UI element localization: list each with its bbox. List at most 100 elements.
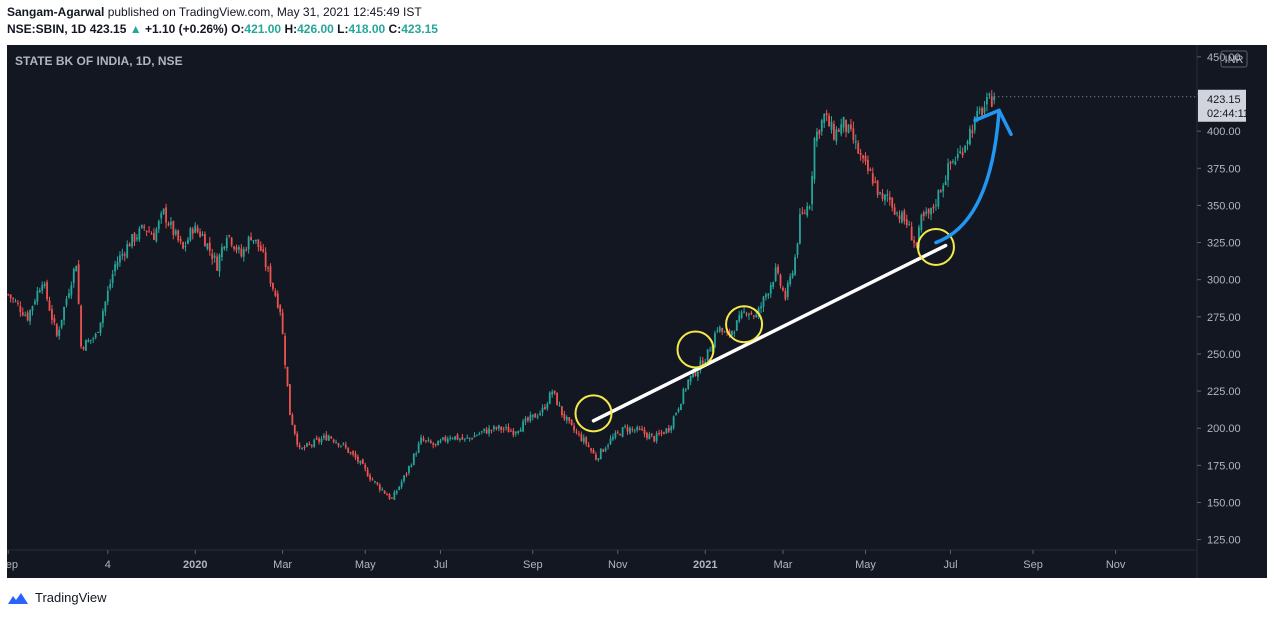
time-axis[interactable]: Sep 4 2020 Mar May Jul Sep Nov 2021 Mar May Jul Sep N…: [0, 550, 1126, 571]
candle-body: [850, 124, 852, 129]
candle-body: [221, 247, 223, 258]
projection-arrow[interactable]: [934, 108, 1001, 245]
candle-body: [427, 439, 430, 441]
x-tick-label: 2021: [693, 559, 717, 571]
chart-title: STATE BK OF INDIA, 1D, NSE: [15, 54, 183, 68]
low-value: 418.00: [348, 22, 386, 36]
candle-body: [405, 473, 408, 475]
high-value: 426.00: [297, 22, 334, 36]
candle-body: [874, 181, 877, 183]
candle-body: [354, 453, 357, 458]
candle-body: [830, 121, 833, 130]
candle-body: [199, 231, 201, 237]
candle-body: [706, 349, 709, 361]
candle-body: [330, 436, 333, 439]
candle-body: [102, 311, 104, 324]
drawings-layer[interactable]: [574, 108, 1013, 433]
open-label: O:: [231, 22, 245, 36]
candle-body: [602, 449, 605, 452]
candle-body: [157, 220, 160, 230]
candle-body: [944, 181, 947, 186]
candle-body: [238, 247, 240, 250]
candle-body: [497, 425, 500, 429]
candle-body: [580, 434, 583, 441]
candle-body: [391, 497, 393, 499]
candle-body: [123, 254, 126, 256]
candle-body: [752, 315, 755, 317]
candle-body: [170, 221, 172, 225]
candle-body: [289, 384, 291, 416]
candle-body: [213, 255, 216, 258]
candle-body: [437, 440, 439, 446]
candle-body: [553, 390, 556, 394]
candle-body: [272, 282, 274, 289]
candle-body: [386, 494, 388, 496]
candle-body: [599, 448, 602, 460]
arrow-head-icon: [973, 108, 1013, 137]
y-tick-label: 125.00: [1207, 535, 1241, 547]
candle-body: [454, 436, 456, 440]
candle-body: [891, 197, 894, 208]
y-tick-label: 250.00: [1207, 349, 1241, 361]
candle-body: [46, 282, 48, 300]
candle-body: [981, 108, 983, 116]
footer-brand[interactable]: TradingView: [7, 590, 107, 605]
candle-body: [803, 212, 806, 214]
candle-body: [631, 428, 634, 430]
candle-body: [859, 152, 862, 155]
candle-body: [150, 233, 153, 235]
candle-body: [786, 282, 789, 297]
candle-body: [446, 439, 449, 443]
candle-body: [665, 428, 668, 433]
publish-info: published on TradingView.com, May 31, 20…: [107, 5, 422, 19]
candle-body: [225, 237, 228, 248]
candle-body: [206, 243, 209, 249]
candle-body: [660, 432, 663, 434]
candle-body: [255, 239, 257, 242]
candle-body: [366, 469, 369, 477]
candle-body: [954, 161, 957, 165]
highlight-circle[interactable]: [916, 228, 955, 266]
highlight-circle[interactable]: [725, 305, 764, 344]
currency-badge[interactable]: [1220, 50, 1248, 68]
candle-body: [633, 430, 636, 432]
candle-body: [854, 140, 857, 143]
candle-body: [536, 416, 539, 418]
candle-body: [842, 116, 845, 128]
author-name[interactable]: Sangam-Agarwal: [7, 5, 105, 19]
candle-body: [17, 302, 19, 304]
countdown-tag: 02:44:11: [1207, 108, 1249, 120]
highlight-circle[interactable]: [676, 330, 715, 369]
x-tick-label: 4: [105, 559, 111, 571]
candle-body: [925, 211, 928, 214]
candle-body: [869, 169, 872, 172]
candle-body: [211, 253, 214, 260]
candle-body: [884, 194, 886, 201]
highlight-circle[interactable]: [574, 394, 613, 433]
candle-body: [942, 185, 945, 192]
candle-body: [748, 313, 750, 316]
candle-body: [403, 475, 405, 482]
candle-body: [684, 389, 687, 391]
chart-container[interactable]: STATE BK OF INDIA, 1D, NSE 125.00 150.00 1…: [0, 45, 1267, 578]
candle-body: [896, 212, 898, 214]
price-chart[interactable]: STATE BK OF INDIA, 1D, NSE 125.00 150.00 1…: [0, 45, 1267, 578]
candle-body: [89, 339, 92, 341]
candle-body: [570, 419, 573, 425]
candle-body: [14, 301, 17, 303]
candle-body: [935, 204, 937, 206]
candle-body: [791, 273, 794, 277]
candle-body: [806, 206, 809, 216]
candle-body: [286, 366, 289, 386]
candle-body: [143, 226, 146, 228]
support-trendline[interactable]: [591, 243, 948, 423]
candle-body: [415, 453, 418, 455]
candle-body: [9, 294, 12, 298]
x-tick-label: May: [855, 559, 876, 571]
candle-body: [582, 437, 585, 442]
candle-body: [716, 330, 719, 332]
candle-body: [772, 282, 775, 287]
candle-body: [522, 421, 524, 432]
candle-body: [223, 246, 226, 249]
candle-body: [483, 428, 486, 431]
